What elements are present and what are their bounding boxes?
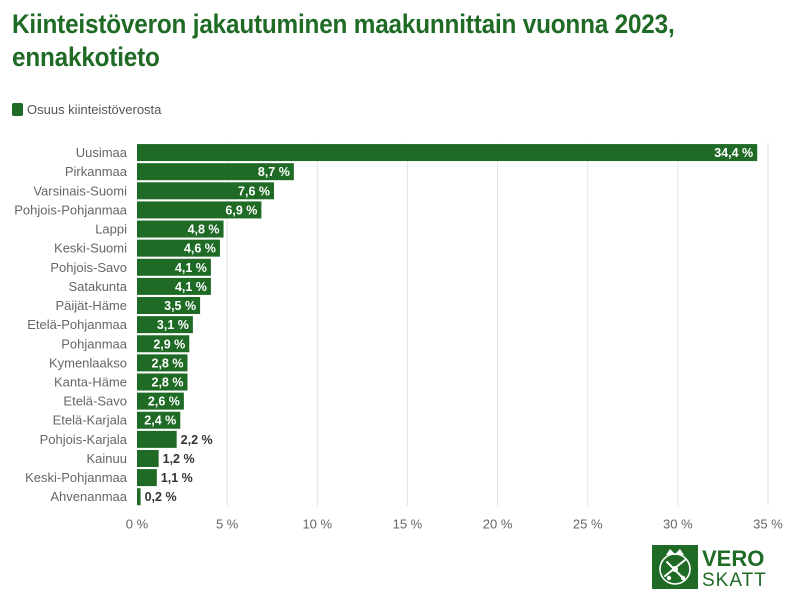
bar-value-label: 2,6 % <box>148 395 180 409</box>
bar <box>137 488 141 506</box>
bar-value-label: 2,8 % <box>152 356 184 370</box>
bar <box>137 239 220 257</box>
category-label: Pohjanmaa <box>61 336 128 351</box>
bar-value-label: 4,8 % <box>188 223 220 237</box>
legend-swatch <box>12 102 23 116</box>
x-tick-label: 35 % <box>753 516 783 531</box>
x-tick-label: 20 % <box>483 516 513 531</box>
bar-value-label: 8,7 % <box>258 165 290 179</box>
bar <box>137 469 157 487</box>
category-label: Kanta-Häme <box>54 375 127 390</box>
bars: 34,4 % 8,7 % 7,6 % 6,9 % 4,8 % 4,6 % 4,1 % 4,1 … <box>137 144 758 506</box>
category-label: Lappi <box>95 222 127 237</box>
category-label: Pohjois-Pohjanmaa <box>14 202 128 217</box>
bar-value-label: 0,2 % <box>145 490 177 504</box>
category-label: Keski-Suomi <box>54 241 127 256</box>
category-labels: Uusimaa Pirkanmaa Varsinais-Suomi Pohjois-P… <box>14 145 128 504</box>
bar <box>137 220 224 238</box>
bar <box>137 354 188 372</box>
bar <box>137 449 159 467</box>
category-label: Etelä-Karjala <box>53 413 128 428</box>
bar <box>137 163 294 181</box>
bar-value-label: 2,4 % <box>144 414 176 428</box>
category-label: Kymenlaakso <box>49 355 127 370</box>
x-tick-label: 5 % <box>216 516 239 531</box>
category-label: Pirkanmaa <box>65 164 128 179</box>
bar <box>137 297 201 315</box>
bar-value-label: 4,1 % <box>175 261 207 275</box>
bar <box>137 201 262 219</box>
legend: Osuus kiinteistöverosta <box>12 100 161 118</box>
category-label: Etelä-Savo <box>63 394 127 409</box>
grid-lines <box>226 143 769 507</box>
bar <box>137 392 184 410</box>
bar <box>137 373 188 391</box>
category-label: Satakunta <box>68 279 127 294</box>
bar-value-label: 1,2 % <box>163 452 195 466</box>
bar <box>137 316 193 334</box>
bar <box>137 277 211 295</box>
vero-skatt-logo: VERO SKATT <box>652 545 767 589</box>
bar-value-label: 6,9 % <box>225 203 257 217</box>
logo-text-vero: VERO <box>702 546 764 571</box>
legend-label: Osuus kiinteistöverosta <box>27 101 162 117</box>
category-label: Uusimaa <box>76 145 128 160</box>
bar-value-label: 2,2 % <box>181 433 213 447</box>
category-label: Etelä-Pohjanmaa <box>27 317 127 332</box>
bar-value-label: 3,1 % <box>157 318 189 332</box>
bar <box>137 430 177 448</box>
bar-value-label: 4,1 % <box>175 280 207 294</box>
category-label: Pohjois-Karjala <box>40 432 128 447</box>
bar <box>137 258 211 276</box>
bar <box>137 335 190 353</box>
logo-text-skatt: SKATT <box>702 570 767 589</box>
category-label: Ahvenanmaa <box>50 489 127 504</box>
bar-value-label: 3,5 % <box>164 299 196 313</box>
category-label: Varsinais-Suomi <box>33 183 127 198</box>
bar-value-label: 2,9 % <box>153 337 185 351</box>
x-tick-label: 0 % <box>126 516 149 531</box>
bar-value-label: 4,6 % <box>184 242 216 256</box>
bar <box>137 411 181 429</box>
x-axis-ticks: 0 % 5 % 10 % 15 % 20 % 25 % 30 % 35 % <box>126 516 783 531</box>
x-tick-label: 10 % <box>302 516 332 531</box>
category-label: Päijät-Häme <box>55 298 127 313</box>
category-label: Keski-Pohjanmaa <box>25 470 128 485</box>
x-tick-label: 15 % <box>393 516 423 531</box>
category-label: Pohjois-Savo <box>50 260 127 275</box>
bar-value-label: 7,6 % <box>238 184 270 198</box>
x-tick-label: 25 % <box>573 516 603 531</box>
bar-value-label: 34,4 % <box>714 146 753 160</box>
category-label: Kainuu <box>87 451 127 466</box>
bar <box>137 144 758 162</box>
bar-value-label: 2,8 % <box>152 376 184 390</box>
x-tick-label: 30 % <box>663 516 693 531</box>
bar <box>137 182 275 200</box>
bar-value-label: 1,1 % <box>161 471 193 485</box>
chart-title: Kiinteistöveron jakautuminen maakunnitta… <box>12 9 675 72</box>
